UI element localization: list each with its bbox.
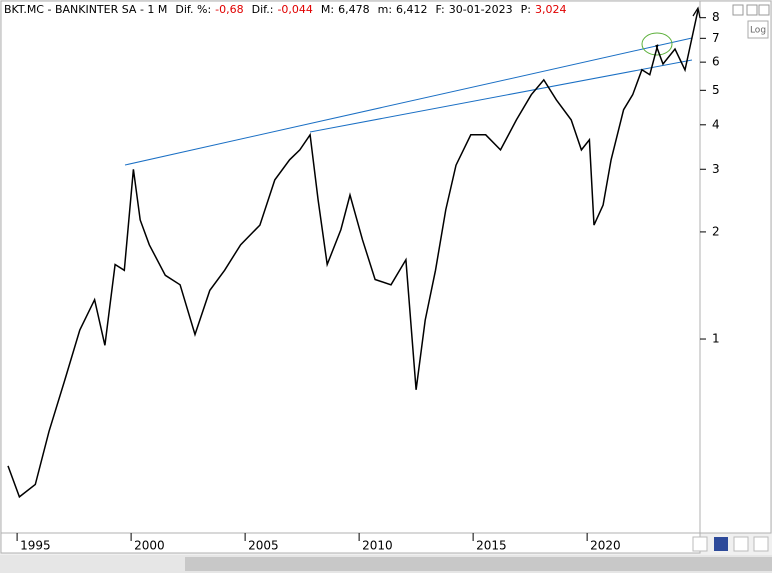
minimize-button[interactable] — [732, 4, 744, 16]
y-tick-label: 5 — [712, 83, 720, 97]
x-tick-label: 2000 — [134, 539, 165, 553]
y-tick-label: 3 — [712, 162, 720, 176]
projection-path — [655, 9, 699, 73]
y-tick-label: 4 — [712, 117, 720, 131]
y-tick-label: 8 — [712, 10, 720, 24]
scroll-end-button[interactable] — [692, 536, 708, 552]
info-label: F: — [436, 3, 445, 16]
scrollbar-thumb[interactable] — [185, 557, 772, 571]
tool-button[interactable] — [733, 536, 749, 552]
projection-arrowhead — [692, 6, 701, 19]
info-label: P: — [521, 3, 531, 16]
info-value: -0,68 — [215, 3, 243, 16]
info-value: 6,412 — [396, 3, 428, 16]
print-button[interactable] — [753, 536, 769, 552]
x-tick-label: 2020 — [590, 539, 621, 553]
trendline — [124, 37, 693, 166]
y-tick-label: 2 — [712, 224, 720, 238]
x-tick-label: 2005 — [248, 539, 279, 553]
info-label: M: — [321, 3, 334, 16]
price-axis-area — [699, 0, 772, 534]
log-button-label: Log — [750, 26, 766, 36]
trendline — [309, 59, 693, 133]
info-value: 3,024 — [535, 3, 567, 16]
info-label: Dif.: — [252, 3, 274, 16]
log-button[interactable] — [747, 20, 769, 39]
info-value: -0,044 — [277, 3, 312, 16]
info-value: 6,478 — [338, 3, 370, 16]
info-label: Dif. %: — [175, 3, 211, 16]
plot-area — [0, 0, 701, 534]
header: BKT.MC - BANKINTER SA - 1 M Dif. %: -0,68… — [4, 3, 567, 16]
x-tick-label: 1995 — [20, 539, 51, 553]
symbol: BKT.MC - BANKINTER SA - 1 M — [4, 3, 167, 16]
price-line — [7, 44, 659, 499]
y-tick-label: 1 — [712, 332, 720, 346]
info-value: 30-01-2023 — [449, 3, 513, 16]
x-tick-label: 2015 — [476, 539, 507, 553]
info-label: m: — [378, 3, 392, 16]
y-tick-label: 7 — [712, 31, 720, 45]
restore-button[interactable] — [746, 4, 758, 16]
highlight-ellipse — [641, 32, 673, 56]
x-tick-label: 2010 — [362, 539, 393, 553]
close-button[interactable] — [758, 4, 770, 16]
y-tick-label: 6 — [712, 55, 720, 69]
save-button[interactable] — [714, 537, 728, 551]
